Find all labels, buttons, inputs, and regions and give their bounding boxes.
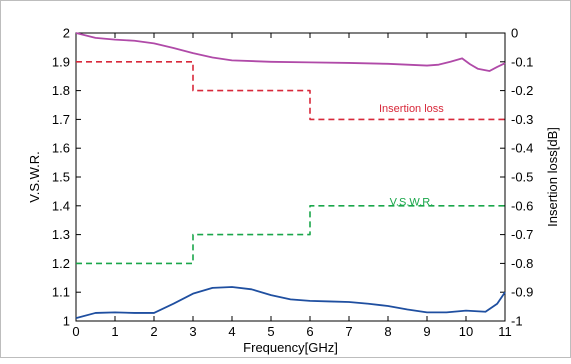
x-tick-label: 1 — [111, 324, 118, 339]
series-annotation: Insertion loss — [379, 103, 444, 115]
x-tick-label: 2 — [150, 324, 157, 339]
x-tick-label: 0 — [72, 324, 79, 339]
y-left-tick-label: 1.3 — [52, 227, 70, 242]
y-right-tick-label: -0.3 — [511, 112, 533, 127]
y-left-tick-label: 1.5 — [52, 170, 70, 185]
x-tick-label: 7 — [345, 324, 352, 339]
insertion-loss-measured-line — [75, 32, 506, 72]
x-tick-label: 9 — [423, 324, 430, 339]
x-tick-label: 3 — [189, 324, 196, 339]
y-right-tick-label: -0.5 — [511, 170, 533, 185]
vswr-step-line — [76, 205, 505, 265]
series-annotation: V.S.W.R. — [390, 196, 434, 208]
y-right-tick-label: -0.6 — [511, 198, 533, 213]
y-left-tick-label: 1 — [63, 314, 70, 329]
x-tick-label: 10 — [459, 324, 473, 339]
x-axis-label: Frequency[GHz] — [243, 340, 338, 355]
x-tick-label: 4 — [228, 324, 235, 339]
vswr-measured-line — [75, 286, 506, 319]
y-right-tick-label: -0.9 — [511, 285, 533, 300]
y-right-tick-label: 0 — [511, 26, 518, 41]
y-right-tick-label: -0.2 — [511, 83, 533, 98]
y-right-tick-label: -0.7 — [511, 227, 533, 242]
x-tick-label: 6 — [306, 324, 313, 339]
y-right-axis-label: Insertion loss[dB] — [545, 127, 560, 227]
x-tick-label: 11 — [498, 324, 512, 339]
y-left-axis-label: V.S.W.R. — [27, 151, 42, 203]
y-left-tick-label: 1.9 — [52, 54, 70, 69]
y-left-tick-label: 2 — [63, 26, 70, 41]
y-left-tick-label: 1.1 — [52, 285, 70, 300]
x-tick-label: 8 — [384, 324, 391, 339]
y-left-tick-label: 1.8 — [52, 83, 70, 98]
y-right-tick-label: -0.4 — [511, 141, 533, 156]
y-left-tick-label: 1.2 — [52, 256, 70, 271]
y-right-tick-label: -0.1 — [511, 54, 533, 69]
y-right-tick-label: -1 — [511, 314, 523, 329]
y-right-tick-label: -0.8 — [511, 256, 533, 271]
insertion-loss-step-line — [76, 60, 505, 121]
x-tick-label: 5 — [267, 324, 274, 339]
y-left-tick-label: 1.4 — [52, 198, 70, 213]
y-left-tick-label: 1.7 — [52, 112, 70, 127]
plot-area — [75, 32, 506, 322]
y-left-tick-label: 1.6 — [52, 141, 70, 156]
